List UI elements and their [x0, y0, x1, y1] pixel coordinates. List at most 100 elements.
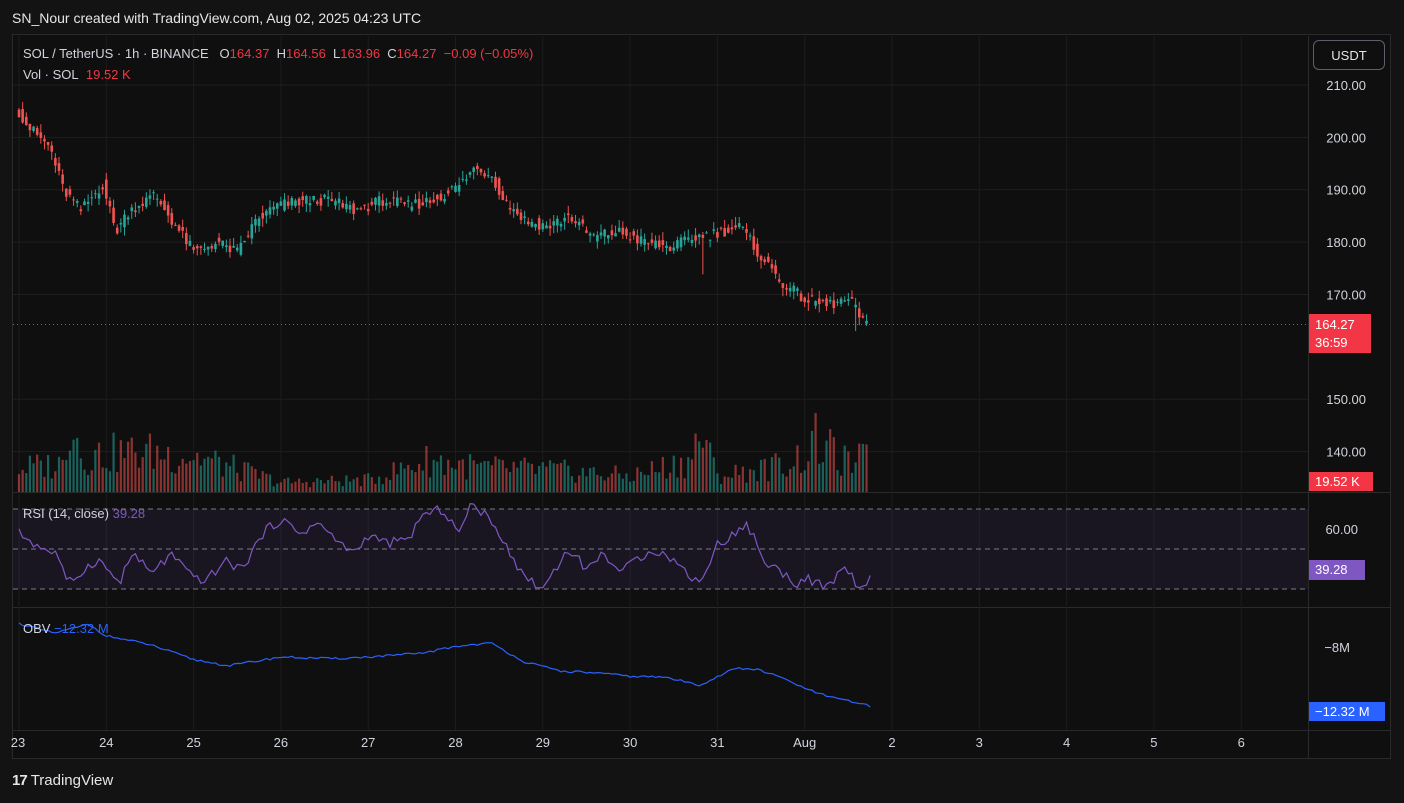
volume-bar [396, 474, 399, 492]
volume-bar [348, 481, 352, 492]
candle-body [454, 185, 457, 192]
candle-body [61, 174, 64, 184]
candle-body [486, 175, 490, 177]
rsi-legend[interactable]: RSI (14, close) 39.28 [23, 506, 145, 521]
candle-body [192, 247, 195, 250]
obv-legend[interactable]: OBV −12.32 M [23, 621, 109, 636]
candle-body [668, 246, 672, 252]
volume-bar [730, 477, 734, 492]
volume-bar [698, 441, 701, 492]
volume-bar [629, 481, 632, 492]
candle-body [807, 300, 810, 303]
volume-bar [759, 459, 763, 492]
candle-body [468, 172, 472, 175]
volume-bar [669, 472, 672, 492]
candle-body [217, 237, 221, 242]
volume-bar [705, 440, 708, 492]
candle-body [108, 200, 112, 207]
volume-bar [545, 466, 548, 492]
rsi-label: RSI (14, close) [23, 506, 109, 521]
candle-body [359, 208, 363, 210]
currency-button[interactable]: USDT [1313, 40, 1385, 70]
volume-bar [516, 467, 519, 492]
rsi-tag: 39.28 [1309, 560, 1365, 580]
chart-frame[interactable] [12, 34, 1391, 759]
volume-bar [127, 441, 130, 492]
volume-bar [381, 484, 384, 492]
last-price-value: 164.27 [1315, 317, 1355, 332]
tradingview-brand[interactable]: 17 TradingView [12, 772, 113, 789]
candle-body [319, 198, 323, 206]
volume-bar [410, 470, 413, 492]
candle-body [152, 192, 155, 194]
volume-label: Vol · SOL [23, 67, 79, 82]
candle-body [508, 207, 512, 210]
candle-body [632, 231, 636, 236]
volume-bar [538, 465, 541, 492]
candle-body [694, 235, 697, 241]
candle-body [305, 196, 308, 204]
volume-bar [658, 472, 661, 492]
candle-body [210, 246, 214, 249]
volume-bar [752, 470, 755, 492]
volume-bar [843, 445, 846, 492]
candle-body [79, 209, 83, 212]
volume-legend[interactable]: Vol · SOL 19.52 K [23, 67, 131, 82]
volume-bar [327, 480, 330, 492]
volume-bar [221, 476, 224, 492]
open-label: O [219, 46, 230, 61]
volume-bar [152, 468, 155, 492]
candle-body [526, 221, 530, 225]
candle-body [617, 227, 621, 232]
volume-bar [65, 459, 68, 492]
obv-tag: −12.32 M [1309, 702, 1385, 721]
candle-body [199, 246, 203, 248]
volume-bar [290, 483, 293, 492]
candle-body [628, 239, 632, 241]
candle-body [606, 235, 610, 239]
volume-bar [57, 456, 61, 492]
volume-bar [87, 474, 90, 492]
candle-body [421, 202, 425, 206]
candle-body [643, 239, 646, 245]
candle-body [410, 206, 414, 211]
volume-bar [32, 463, 35, 492]
candle-body [301, 196, 305, 200]
candle-body [185, 233, 188, 245]
close-value: 164.27 [396, 46, 437, 61]
volume-bar [799, 472, 803, 492]
candle-body [614, 233, 617, 237]
volume-bar [592, 467, 595, 492]
volume-bar [607, 477, 610, 492]
candle-body [810, 295, 814, 297]
volume-bar [250, 466, 253, 492]
candle-body [676, 240, 679, 249]
candle-body [756, 243, 759, 257]
volume-bar [479, 462, 483, 492]
volume-bar [170, 472, 173, 492]
candle-body [767, 256, 770, 262]
volume-bar [28, 455, 32, 492]
volume-bar [137, 467, 141, 492]
candle-body [479, 168, 483, 173]
volume-bar [458, 460, 461, 492]
candle-body [832, 300, 836, 309]
volume-bar [447, 459, 450, 492]
candle-body [130, 207, 134, 212]
volume-bar [323, 483, 326, 492]
volume-bar [523, 457, 526, 492]
symbol-name[interactable]: SOL / TetherUS · 1h · BINANCE [23, 46, 209, 61]
price-axis-tick: 190.00 [1326, 183, 1366, 198]
symbol-legend[interactable]: SOL / TetherUS · 1h · BINANCE O164.37 H1… [23, 46, 533, 61]
candle-body [494, 176, 497, 188]
volume-bar [203, 458, 206, 492]
volume-bar [683, 478, 686, 492]
candle-body [432, 199, 435, 203]
obv-axis-tick: −8M [1324, 640, 1350, 655]
candle-body [836, 301, 839, 303]
candle-body [17, 109, 21, 118]
volume-bar [661, 456, 664, 492]
volume-bar [461, 459, 464, 492]
candle-body [308, 203, 312, 206]
